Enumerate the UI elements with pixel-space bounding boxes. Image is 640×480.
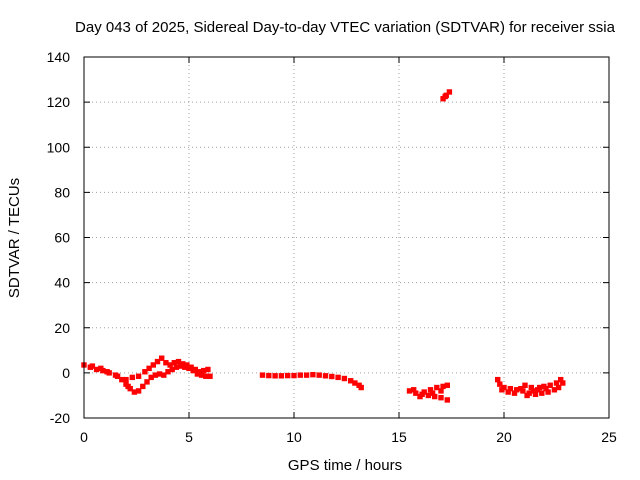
data-point: [89, 363, 96, 369]
data-point: [285, 372, 291, 379]
data-point: [161, 372, 167, 378]
data-point: [207, 373, 213, 379]
chart-title: Day 043 of 2025, Sidereal Day-to-day VTE…: [75, 19, 616, 36]
data-point: [259, 372, 266, 378]
plot-frame: [83, 56, 610, 419]
data-point: [98, 365, 104, 372]
data-point: [142, 369, 148, 375]
y-tick-label: 140: [47, 49, 71, 65]
data-point: [291, 372, 297, 379]
data-point: [499, 387, 505, 393]
data-point: [104, 369, 110, 375]
data-point: [358, 384, 364, 391]
data-point: [329, 373, 335, 380]
data-point: [316, 372, 322, 378]
data-point: [146, 365, 152, 372]
y-tick-label: 120: [47, 94, 71, 110]
data-point: [553, 380, 560, 386]
data-point: [135, 373, 142, 379]
y-tick-label: 20: [54, 320, 70, 336]
data-point: [444, 382, 451, 388]
y-axis-label: SDTVAR / TECUs: [6, 178, 23, 298]
y-tick-label: 0: [62, 365, 70, 381]
x-axis-label: GPS time / hours: [288, 457, 402, 474]
data-point: [159, 355, 165, 361]
data-point: [558, 376, 564, 383]
data-point: [144, 379, 150, 385]
data-point: [135, 388, 142, 394]
data-point: [297, 372, 304, 378]
data-point: [341, 375, 348, 382]
data-point: [205, 366, 211, 373]
y-tick-label: 80: [54, 184, 70, 200]
data-point: [444, 397, 451, 403]
data-point: [522, 382, 528, 388]
data-point: [530, 388, 537, 394]
y-tick-label: -20: [50, 410, 70, 426]
data-point: [438, 394, 444, 401]
y-tick-label: 40: [54, 275, 70, 291]
x-tick-label: 20: [496, 429, 512, 445]
data-point: [154, 358, 161, 365]
data-points: [81, 89, 566, 403]
data-point: [537, 384, 543, 391]
data-point: [114, 373, 121, 379]
data-point: [543, 385, 549, 392]
data-point: [524, 392, 530, 399]
data-point: [497, 381, 503, 387]
data-point: [411, 387, 417, 393]
data-point: [446, 89, 453, 95]
x-tick-label: 25: [601, 429, 617, 445]
data-point: [505, 389, 511, 395]
x-tick-label: 10: [286, 429, 302, 445]
data-point: [438, 388, 444, 394]
tick-layer: 0 5 10 15 20 25 -20 0 20 40 60 80 100 120 140: [47, 49, 617, 445]
data-point: [272, 373, 278, 379]
data-point: [303, 372, 310, 378]
data-point: [266, 372, 272, 379]
data-point: [495, 376, 501, 383]
data-point: [140, 383, 146, 390]
data-point: [123, 376, 129, 383]
data-point: [129, 374, 136, 381]
grid-layer: [84, 57, 609, 418]
x-tick-label: 0: [80, 429, 88, 445]
data-point: [442, 93, 448, 100]
y-tick-label: 60: [54, 230, 70, 246]
data-point: [310, 371, 316, 378]
data-point: [322, 373, 329, 379]
data-point: [150, 362, 157, 368]
x-tick-label: 15: [391, 429, 407, 445]
y-tick-label: 100: [47, 139, 71, 155]
data-point: [511, 390, 518, 396]
data-point: [539, 390, 545, 396]
data-point: [547, 382, 553, 388]
data-point: [417, 393, 423, 400]
data-point: [555, 384, 562, 391]
data-point: [421, 389, 427, 395]
data-point: [429, 390, 436, 396]
data-point: [335, 374, 341, 381]
data-point: [518, 385, 524, 392]
data-point: [278, 373, 285, 379]
x-tick-label: 5: [185, 429, 193, 445]
data-point: [434, 384, 440, 391]
data-point: [125, 383, 131, 390]
